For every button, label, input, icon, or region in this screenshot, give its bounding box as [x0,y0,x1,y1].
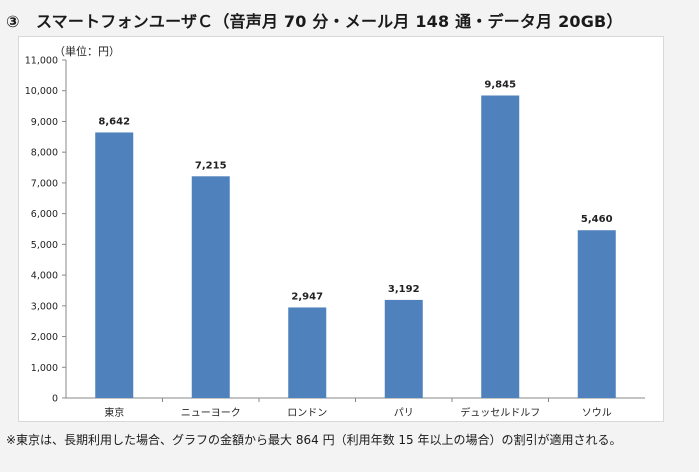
bar-value-label: 9,845 [484,79,516,90]
y-tick-label: 11,000 [25,56,58,67]
bar [384,299,423,398]
bar-value-label: 8,642 [98,116,130,127]
y-tick-label: 8,000 [31,148,58,159]
y-tick-label: 5,000 [31,240,58,251]
x-tick-label: デュッセルドルフ [460,406,540,419]
bar [288,307,327,398]
bar-value-label: 7,215 [195,160,227,171]
y-tick-label: 9,000 [31,117,58,128]
y-tick-label: 4,000 [31,271,58,282]
footnote: ※東京は、長期利用した場合、グラフの金額から最大 864 円（利用年数 15 年… [6,433,622,447]
x-tick-label: ソウル [582,407,612,419]
chart-title: ③ スマートフォンユーザＣ（音声月 70 分・メール月 148 通・データ月 2… [6,12,623,31]
x-tick-label: 東京 [104,406,124,419]
bar-value-label: 2,947 [291,291,323,302]
bar [95,132,134,399]
bar [481,95,520,399]
y-tick-label: 2,000 [31,332,58,343]
unit-label: （単位：円） [54,45,120,58]
y-tick-label: 1,000 [31,363,58,374]
x-tick-label: ニューヨーク [181,407,241,419]
y-tick-label: 6,000 [31,209,58,220]
y-tick-label: 0 [52,394,58,405]
y-tick-label: 7,000 [31,178,58,189]
bar [191,176,230,398]
x-tick-label: ロンドン [287,408,327,419]
x-tick-label: パリ [394,407,414,419]
y-tick-label: 10,000 [25,86,58,97]
bar-value-label: 5,460 [581,214,613,225]
bar-value-label: 3,192 [388,284,420,295]
y-tick-label: 3,000 [31,301,58,312]
bar [577,230,616,398]
